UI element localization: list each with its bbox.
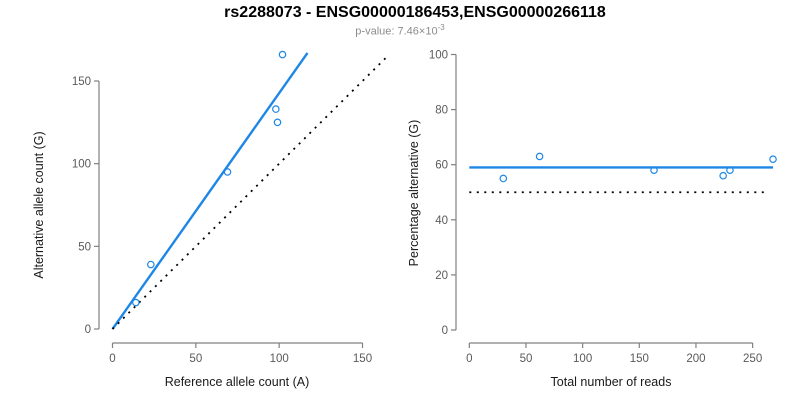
x-axis-title: Total number of reads [551, 375, 672, 389]
data-point [499, 174, 508, 183]
data-point [719, 171, 727, 180]
y-tick-label: 60 [435, 160, 448, 172]
identity-line [111, 57, 387, 330]
y-axis-title: Alternative allele count (G) [32, 131, 46, 278]
x-tick-label: 200 [686, 353, 705, 365]
y-tick-label: 100 [429, 50, 448, 62]
figure-subtitle: p-value: 7.46×10-3 [0, 23, 800, 38]
data-point [132, 298, 140, 307]
y-tick-label: 50 [78, 241, 91, 253]
y-tick-label: 20 [435, 270, 448, 282]
figure-title: rs2288073 - ENSG00000186453,ENSG00000266… [224, 4, 606, 21]
x-tick-label: 50 [520, 353, 533, 365]
p-value-base: p-value: 7.46×10 [355, 25, 438, 38]
x-tick-label: 0 [466, 353, 472, 365]
fit-line [111, 52, 309, 330]
x-tick-label: 100 [270, 353, 289, 365]
x-tick-label: 0 [109, 353, 115, 365]
data-point [726, 166, 734, 175]
p-value-exponent: -3 [437, 23, 445, 32]
y-axis-title: Percentage alternative (G) [407, 120, 421, 267]
data-point [223, 168, 232, 176]
y-tick-label: 40 [435, 215, 448, 227]
y-tick-label: 0 [442, 325, 448, 337]
data-point [535, 152, 544, 161]
y-tick-label: 80 [435, 105, 448, 117]
data-point [272, 105, 280, 113]
y-tick-label: 100 [72, 159, 91, 171]
x-tick-label: 50 [189, 353, 202, 365]
data-point [278, 50, 287, 59]
data-point [769, 155, 777, 163]
data-point [147, 260, 155, 269]
x-axis-title: Reference allele count (A) [165, 375, 310, 389]
y-tick-label: 150 [72, 76, 91, 88]
x-tick-label: 250 [743, 353, 762, 365]
data-point [273, 118, 282, 127]
data-point [650, 166, 658, 175]
x-tick-label: 150 [630, 353, 649, 365]
x-tick-label: 150 [353, 353, 372, 365]
y-tick-label: 0 [85, 324, 91, 336]
x-tick-label: 100 [573, 353, 592, 365]
